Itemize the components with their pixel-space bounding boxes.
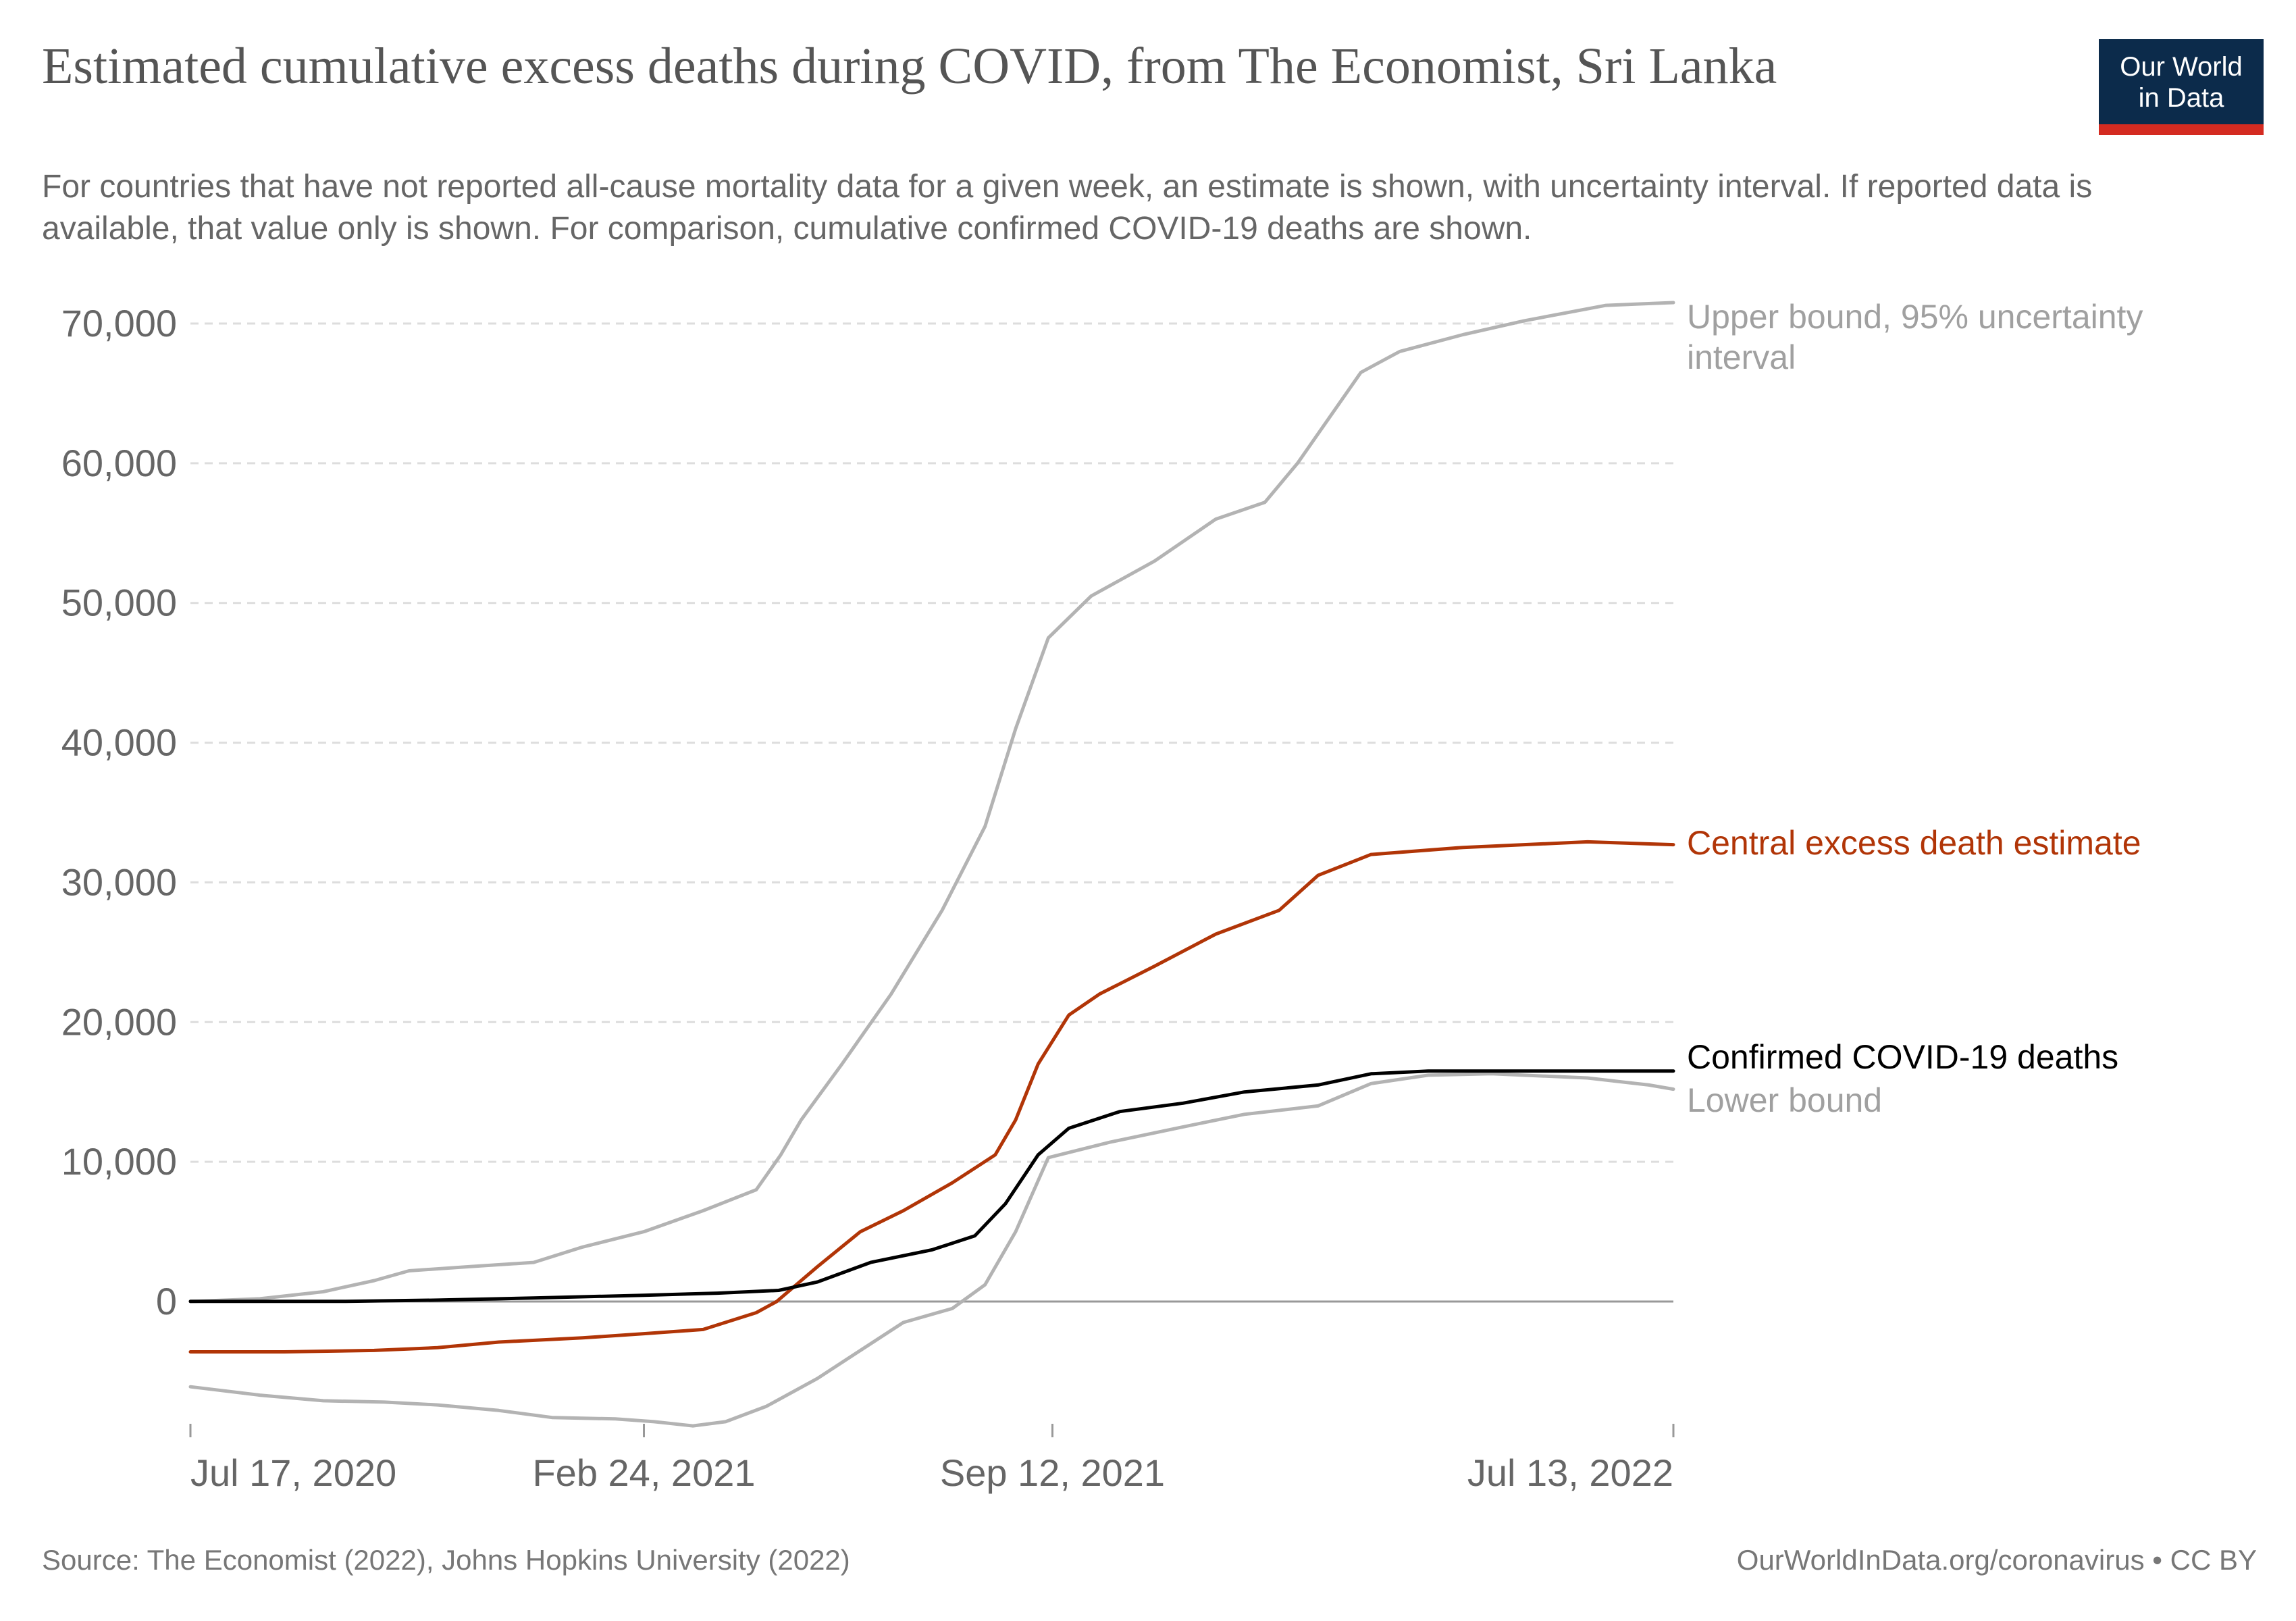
y-tick-label: 40,000	[61, 721, 177, 764]
x-tick-label: Jul 13, 2022	[1467, 1451, 1673, 1494]
y-tick-label: 30,000	[61, 860, 177, 903]
y-tick-label: 60,000	[61, 442, 177, 484]
y-axis-tick-labels: 0 10,000 20,000 30,000 40,000 50,000 60,000 70,…	[61, 302, 177, 1322]
y-tick-label: 70,000	[61, 302, 177, 344]
x-tick-label: Feb 24, 2021	[532, 1451, 755, 1494]
series-lines	[188, 301, 1675, 1428]
series-line-central[interactable]	[188, 840, 1675, 1354]
x-tick-label: Sep 12, 2021	[940, 1451, 1165, 1494]
x-axis: Jul 17, 2020 Feb 24, 2021 Sep 12, 2021 Jul …	[189, 1424, 1675, 1494]
series-label-upper: interval	[1687, 338, 1796, 376]
chart-subtitle: For countries that have not reported all…	[42, 169, 2093, 247]
x-tick-label: Jul 17, 2020	[190, 1451, 396, 1494]
credit-link[interactable]: OurWorldInData.org/coronavirus • CC BY	[1736, 1544, 2257, 1576]
y-tick-label: 10,000	[61, 1140, 177, 1183]
chart-title: Estimated cumulative excess deaths durin…	[42, 38, 1777, 95]
grid-lines	[190, 322, 1673, 1303]
series-line-confirmed[interactable]	[188, 1069, 1675, 1304]
logo-line-1: Our World	[2120, 52, 2243, 82]
series-label-upper: Upper bound, 95% uncertainty	[1687, 298, 2143, 336]
source-note: Source: The Economist (2022), Johns Hopk…	[42, 1544, 850, 1576]
series-line-upper[interactable]	[188, 301, 1675, 1304]
logo-line-2: in Data	[2138, 83, 2224, 113]
series-label-confirmed: Confirmed COVID-19 deaths	[1687, 1038, 2118, 1076]
owid-logo[interactable]: Our World in Data	[2099, 39, 2264, 135]
series-label-lower: Lower bound	[1687, 1081, 1882, 1119]
series-label-central: Central excess death estimate	[1687, 824, 2141, 862]
y-tick-label: 0	[156, 1280, 177, 1322]
y-tick-label: 20,000	[61, 1000, 177, 1043]
y-tick-label: 50,000	[61, 582, 177, 624]
series-line-lower[interactable]	[188, 1072, 1675, 1428]
